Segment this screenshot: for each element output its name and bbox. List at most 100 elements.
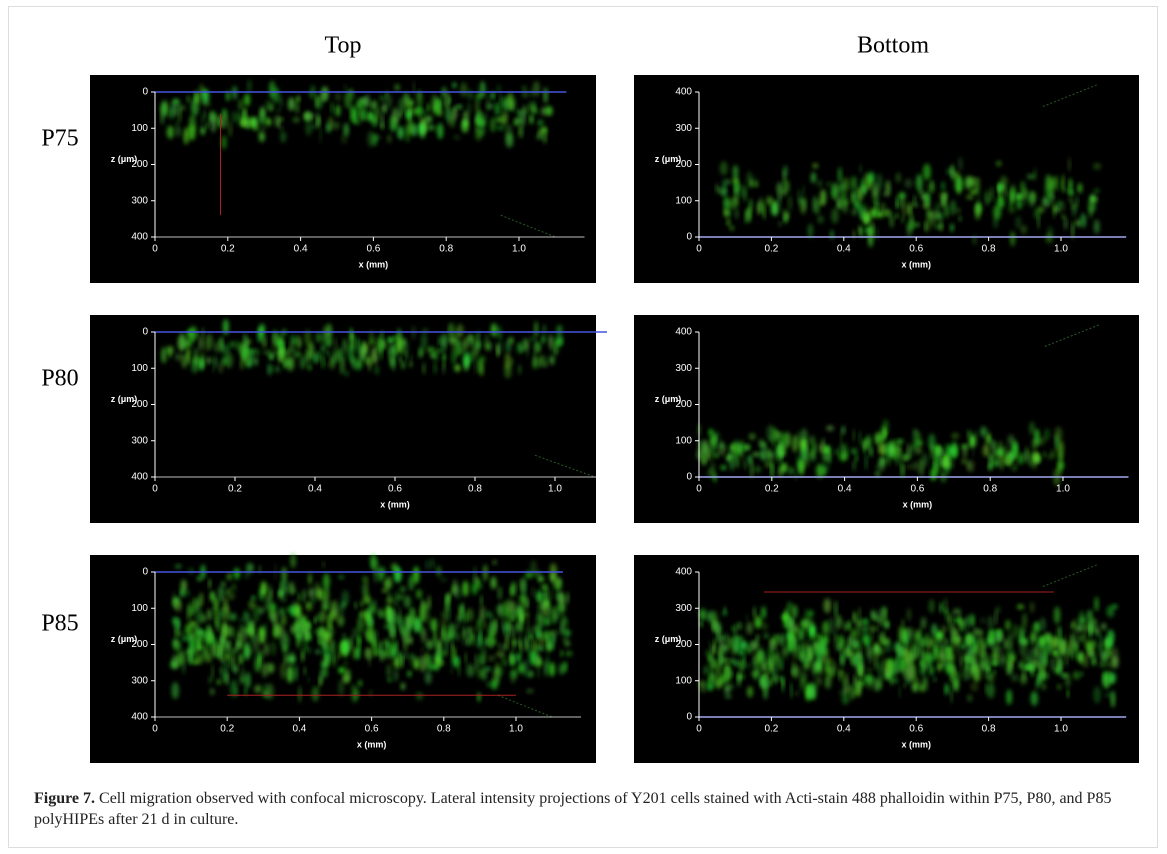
cell-signal [258, 131, 265, 143]
cell-signal [1079, 617, 1086, 624]
cell-signal [266, 662, 275, 674]
panel-background [90, 315, 596, 523]
x-tick-label: 0.4 [308, 484, 322, 495]
cell-signal [817, 443, 824, 453]
cell-signal [277, 349, 285, 361]
y-tick-label: 400 [675, 327, 692, 338]
cell-signal [1076, 219, 1081, 228]
cell-signal [183, 127, 189, 145]
cell-signal [343, 668, 351, 682]
cell-signal [906, 627, 913, 640]
cell-signal [762, 621, 768, 632]
cell-signal [930, 468, 935, 481]
cell-signal [166, 345, 174, 355]
cell-signal [285, 347, 291, 357]
cell-signal [881, 456, 888, 464]
cell-signal [895, 172, 901, 183]
cell-signal [1110, 646, 1119, 662]
cell-signal [748, 641, 757, 649]
cell-signal [992, 647, 998, 664]
cell-signal [175, 601, 182, 613]
cell-signal [1037, 436, 1046, 445]
cell-signal [532, 638, 536, 651]
cell-signal [296, 335, 302, 350]
cell-signal [386, 663, 392, 679]
cell-signal [1005, 619, 1011, 631]
cell-signal [238, 653, 244, 666]
cell-signal [299, 355, 307, 370]
cell-signal [730, 461, 734, 472]
cell-signal [253, 356, 258, 366]
cell-signal [864, 208, 868, 225]
y-tick-label: 200 [675, 639, 692, 650]
y-tick-label: 0 [686, 472, 692, 483]
cell-signal [869, 446, 873, 457]
cell-signal [479, 654, 485, 667]
cell-signal [1004, 445, 1010, 457]
cell-signal [1012, 623, 1018, 639]
cell-signal [270, 354, 273, 360]
cell-signal [221, 135, 227, 150]
cell-signal [987, 463, 992, 470]
cell-signal [850, 176, 858, 191]
cell-signal [975, 202, 982, 215]
cell-signal [365, 599, 371, 605]
cell-signal [741, 657, 745, 673]
cell-signal [716, 678, 721, 690]
cell-signal [766, 448, 772, 459]
cell-signal [543, 362, 548, 367]
cell-signal [926, 218, 931, 232]
cell-signal [1098, 660, 1107, 668]
x-tick-label: 1.0 [512, 244, 526, 255]
cell-signal [173, 641, 182, 653]
cell-signal [498, 666, 504, 677]
cell-signal [172, 100, 179, 117]
cell-signal [226, 590, 230, 595]
y-tick-label: 0 [142, 327, 148, 338]
cell-signal [372, 599, 377, 605]
cell-signal [1093, 188, 1100, 194]
cell-signal [944, 607, 948, 615]
cell-signal [322, 573, 330, 591]
cell-signal [532, 351, 537, 368]
cell-signal [391, 107, 400, 125]
cell-signal [497, 586, 502, 601]
cell-signal [997, 636, 1003, 641]
cell-signal [870, 629, 874, 643]
cell-signal [509, 601, 517, 613]
cell-signal [823, 598, 832, 614]
cell-signal [707, 446, 712, 462]
cell-signal [357, 635, 361, 652]
cell-signal [189, 651, 193, 665]
cell-signal [853, 611, 857, 624]
cell-signal [475, 95, 481, 103]
cell-signal [850, 448, 858, 455]
cell-signal [384, 638, 389, 651]
cell-signal [1089, 194, 1096, 203]
x-tick-label: 0.4 [837, 244, 851, 255]
cell-signal [378, 608, 384, 614]
cell-signal [815, 661, 821, 672]
cell-signal [322, 325, 327, 341]
cell-signal [427, 124, 435, 131]
cell-signal [1044, 650, 1048, 668]
cell-signal [430, 557, 435, 570]
cell-signal [526, 688, 534, 694]
cell-signal [535, 590, 544, 602]
y-tick-label: 0 [686, 232, 692, 243]
cell-signal [355, 359, 362, 371]
row-label: P80 [41, 366, 78, 392]
cell-signal [922, 163, 931, 181]
cell-signal [389, 357, 397, 370]
cell-signal [484, 666, 492, 672]
cell-signal [1038, 667, 1043, 682]
cell-signal [1095, 631, 1101, 638]
cell-signal [807, 688, 814, 699]
y-axis-label: z (μm) [111, 394, 138, 404]
cell-signal [496, 124, 505, 131]
cell-signal [1037, 206, 1045, 214]
cell-signal [734, 207, 739, 220]
cell-signal [196, 629, 205, 636]
cell-signal [486, 94, 490, 112]
caption-text: Cell migration observed with confocal mi… [34, 790, 1112, 828]
